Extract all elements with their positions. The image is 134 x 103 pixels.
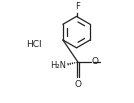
Text: O: O bbox=[75, 80, 81, 88]
Text: HCl: HCl bbox=[26, 40, 42, 49]
Text: O: O bbox=[92, 57, 99, 66]
Text: H₂N: H₂N bbox=[50, 61, 66, 70]
Text: F: F bbox=[75, 2, 80, 11]
